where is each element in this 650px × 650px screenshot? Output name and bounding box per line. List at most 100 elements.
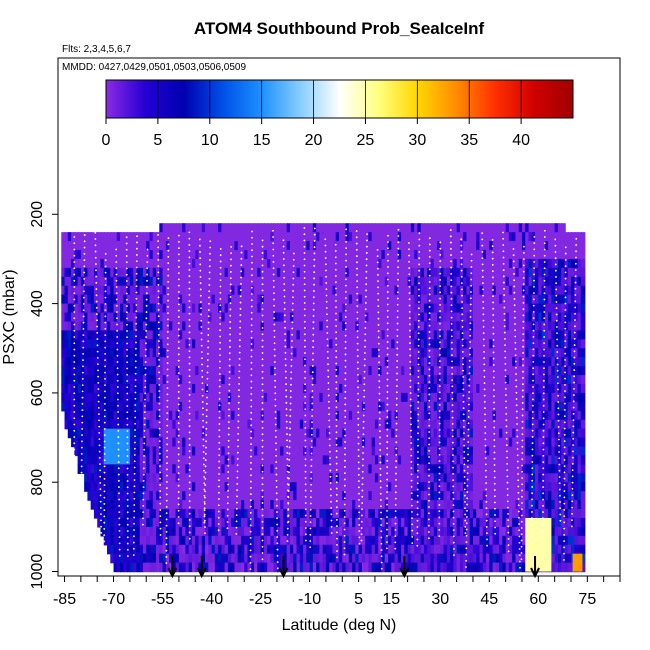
heatmap-cell [371, 526, 377, 537]
heatmap-cell [93, 500, 99, 510]
heatmap-cell [116, 339, 122, 349]
heatmap-cell [120, 357, 125, 367]
heatmap-cell [466, 464, 472, 474]
heatmap-cell [322, 285, 328, 296]
heatmap-cell [319, 375, 324, 385]
heatmap-cell [407, 241, 413, 251]
heatmap-cell [247, 562, 253, 573]
heatmap-cell [492, 330, 498, 340]
heatmap-cell [172, 526, 177, 537]
heatmap-cell [178, 500, 184, 510]
heatmap-cell [80, 464, 86, 474]
heatmap-cell [74, 392, 79, 403]
heatmap-cell [120, 348, 125, 358]
heatmap-cell [221, 455, 226, 466]
heatmap-cell [378, 401, 383, 412]
heatmap-cell [280, 491, 285, 501]
heatmap-cell [139, 267, 145, 278]
heatmap-cell [67, 241, 73, 251]
heatmap-cell [237, 392, 243, 403]
heatmap-cell [205, 312, 210, 323]
heatmap-cell [482, 517, 488, 528]
heatmap-cell [74, 419, 79, 430]
heatmap-cell [335, 303, 341, 314]
heatmap-cell [299, 428, 305, 439]
heatmap-cell [191, 258, 197, 269]
heatmap-cell [103, 366, 109, 376]
heatmap-cell [185, 482, 191, 492]
heatmap-cell [410, 321, 416, 332]
heatmap-cell [64, 375, 70, 385]
heatmap-cell [221, 419, 226, 430]
heatmap-cell [423, 276, 429, 287]
heatmap-cell [247, 509, 253, 519]
heatmap-cell [391, 544, 396, 555]
heatmap-cell [139, 464, 145, 474]
heatmap-cell [139, 473, 145, 483]
heatmap-cell [218, 321, 223, 332]
heatmap-cell [149, 357, 155, 367]
heatmap-cell [191, 455, 197, 466]
heatmap-cell [201, 250, 207, 260]
heatmap-cell [80, 276, 86, 287]
heatmap-cell [345, 258, 351, 269]
heatmap-cell [391, 276, 396, 287]
heatmap-cell [384, 294, 390, 305]
heatmap-cell [100, 517, 106, 528]
heatmap-cell [97, 491, 102, 501]
heatmap-cell [276, 437, 282, 448]
heatmap-cell [162, 383, 168, 394]
heatmap-cell [430, 276, 436, 287]
heatmap-cell [231, 232, 236, 242]
heatmap-cell [414, 428, 419, 439]
heatmap-cell [182, 321, 187, 332]
heatmap-cell [126, 258, 132, 269]
heatmap-cell [165, 491, 171, 501]
heatmap-cell [188, 250, 194, 260]
heatmap-cell [342, 446, 347, 457]
heatmap-cell [260, 330, 266, 340]
heatmap-cell [384, 428, 390, 439]
heatmap-cell [482, 258, 488, 269]
heatmap-cell [463, 267, 468, 278]
heatmap-cell [401, 321, 406, 332]
heatmap-cell [325, 473, 331, 483]
heatmap-cell [404, 383, 409, 394]
heatmap-cell [123, 357, 128, 367]
heatmap-cell [303, 250, 308, 260]
heatmap-cell [254, 526, 259, 537]
heatmap-cell [459, 392, 465, 403]
heatmap-cell [332, 419, 338, 430]
heatmap-cell [240, 383, 246, 394]
heatmap-cell [450, 517, 455, 528]
heatmap-cell [316, 294, 321, 305]
heatmap-cell [414, 348, 419, 358]
heatmap-cell [218, 482, 223, 492]
heatmap-cell [120, 267, 125, 278]
heatmap-cell [355, 285, 360, 296]
heatmap-cell [348, 464, 354, 474]
heatmap-cell [374, 392, 380, 403]
heatmap-cell [129, 517, 135, 528]
heatmap-cell [456, 303, 462, 314]
heatmap-cell [312, 473, 318, 483]
heatmap-cell [322, 250, 328, 260]
heatmap-cell [325, 526, 331, 537]
heatmap-cell [355, 383, 360, 394]
heatmap-cell [110, 482, 115, 492]
heatmap-cell [107, 392, 112, 403]
heatmap-cell [208, 258, 213, 269]
heatmap-cell [479, 428, 485, 439]
heatmap-cell [74, 339, 79, 349]
heatmap-cell [489, 491, 494, 501]
heatmap-cell [401, 482, 406, 492]
heatmap-cell [296, 357, 302, 367]
heatmap-cell [156, 446, 161, 457]
heatmap-cell [358, 464, 364, 474]
heatmap-cell [486, 464, 491, 474]
heatmap-cell [355, 517, 360, 528]
heatmap-cell [368, 455, 374, 466]
heatmap-cell [437, 303, 442, 314]
heatmap-cell [309, 241, 315, 251]
heatmap-cell [486, 482, 491, 492]
